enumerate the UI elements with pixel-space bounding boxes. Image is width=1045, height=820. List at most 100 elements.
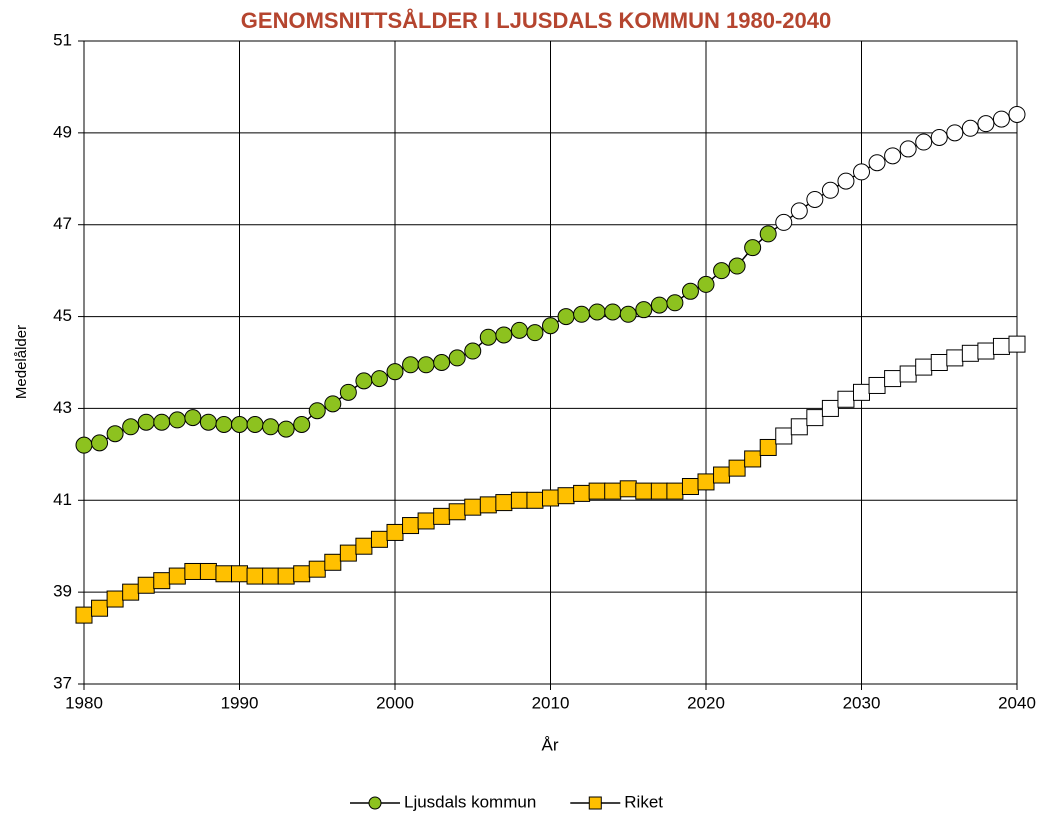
data-point: [402, 356, 420, 374]
data-point: [526, 324, 544, 342]
data-point: [542, 317, 559, 335]
x-axis-label: År: [542, 735, 559, 754]
data-point: [262, 418, 280, 436]
data-point: [324, 395, 342, 413]
data-point: [495, 494, 513, 512]
data-point: [790, 202, 808, 220]
data-point: [744, 239, 762, 257]
data-point: [868, 376, 886, 394]
y-tick-label: 51: [53, 30, 72, 49]
data-point: [961, 119, 979, 137]
data-point: [899, 365, 917, 383]
data-point: [75, 606, 93, 624]
data-point: [604, 482, 622, 500]
data-point: [199, 413, 217, 431]
data-point: [386, 523, 404, 541]
data-point: [697, 473, 715, 491]
data-point: [1008, 335, 1026, 353]
legend-marker: [368, 796, 382, 810]
x-tick-label: 2000: [376, 693, 414, 712]
y-tick-label: 41: [53, 490, 72, 509]
data-point: [448, 503, 466, 521]
data-point: [573, 484, 591, 502]
data-point: [293, 565, 311, 583]
data-point: [308, 560, 326, 578]
data-point: [153, 413, 171, 431]
data-point: [122, 418, 140, 436]
y-tick-label: 43: [53, 398, 72, 417]
data-point: [681, 478, 699, 496]
data-point: [604, 303, 622, 321]
data-point: [184, 409, 202, 427]
data-point: [479, 328, 497, 346]
y-tick-label: 39: [53, 582, 72, 601]
y-tick-label: 47: [53, 214, 72, 233]
data-point: [137, 413, 155, 431]
data-point: [106, 425, 124, 443]
data-point: [495, 326, 513, 344]
data-point: [293, 416, 311, 434]
data-point: [915, 133, 933, 151]
data-point: [464, 342, 482, 360]
data-point: [510, 491, 528, 509]
data-point: [433, 354, 451, 371]
data-point: [588, 303, 606, 321]
data-point: [137, 576, 155, 594]
data-point: [837, 390, 855, 408]
data-point: [557, 308, 575, 326]
data-point: [650, 482, 668, 500]
data-point: [884, 147, 902, 165]
data-point: [635, 482, 653, 500]
data-point: [666, 294, 684, 312]
data-point: [168, 411, 186, 429]
y-axis-label: Medelålder: [13, 325, 30, 399]
data-point: [122, 583, 140, 601]
y-tick-label: 37: [53, 673, 72, 692]
data-point: [324, 553, 342, 571]
data-point: [992, 110, 1010, 128]
data-point: [262, 567, 280, 585]
data-point: [526, 491, 544, 509]
data-point: [417, 356, 435, 374]
data-point: [433, 507, 451, 525]
data-point: [619, 305, 637, 323]
data-point: [199, 562, 217, 580]
data-point: [775, 213, 793, 231]
x-tick-label: 2010: [532, 693, 570, 712]
data-point: [246, 567, 264, 585]
data-point: [370, 370, 388, 388]
data-point: [464, 498, 482, 516]
data-point: [184, 562, 202, 580]
data-point: [339, 383, 357, 401]
data-point: [759, 438, 777, 456]
data-point: [573, 305, 591, 323]
data-point: [1008, 105, 1026, 123]
data-point: [946, 349, 964, 367]
data-point: [837, 172, 855, 190]
data-point: [231, 416, 248, 434]
plot-frame: [83, 40, 1018, 685]
data-point: [806, 409, 824, 427]
data-point: [75, 436, 93, 454]
data-point: [277, 567, 295, 585]
data-point: [355, 537, 373, 555]
data-point: [542, 489, 559, 507]
chart-title: GENOMSNITTSÅLDER I LJUSDALS KOMMUN 1980-…: [241, 7, 831, 33]
data-point: [853, 383, 870, 401]
data-point: [681, 282, 699, 300]
data-point: [713, 262, 731, 280]
data-point: [728, 459, 746, 477]
data-point: [961, 344, 979, 362]
y-tick-label: 45: [53, 306, 72, 325]
data-point: [277, 420, 295, 438]
x-tick-label: 1990: [221, 693, 259, 712]
data-point: [215, 565, 233, 583]
legend-label: Ljusdals kommun: [404, 792, 536, 811]
data-point: [775, 427, 793, 445]
data-point: [977, 115, 995, 133]
data-point: [246, 416, 264, 434]
x-tick-label: 2040: [998, 693, 1036, 712]
data-point: [868, 154, 886, 172]
data-point: [713, 466, 731, 484]
